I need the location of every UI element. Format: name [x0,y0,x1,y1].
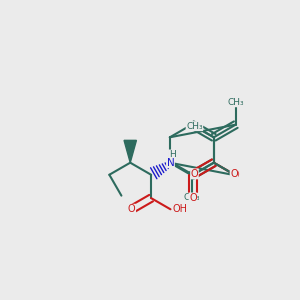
Text: CH₃: CH₃ [186,122,203,130]
Text: O: O [190,169,198,179]
Text: OH: OH [173,204,188,214]
Text: CH₃: CH₃ [184,193,200,202]
Text: CH₃: CH₃ [227,98,244,107]
Text: O: O [189,193,197,203]
Text: N: N [167,158,174,168]
Text: H: H [169,150,176,159]
Text: O: O [232,170,240,180]
Text: O: O [128,204,136,214]
Polygon shape [124,140,136,163]
Text: O: O [230,169,238,179]
